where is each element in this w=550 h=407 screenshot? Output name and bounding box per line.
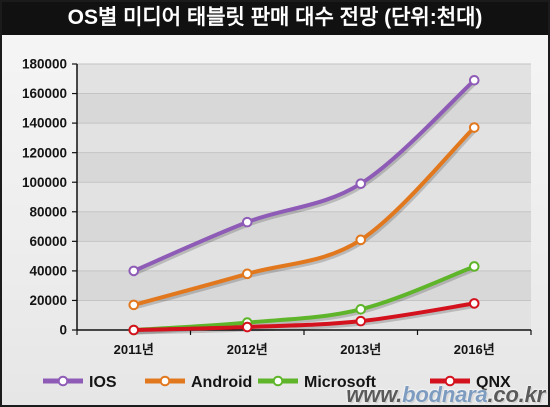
series-line xyxy=(131,301,477,332)
series-line-shadow xyxy=(132,127,478,310)
data-point-microsoft-2 xyxy=(355,304,367,315)
series-android xyxy=(128,122,480,311)
y-tick-label: 80000 xyxy=(29,204,67,219)
plot-band xyxy=(77,211,531,242)
site-watermark: www.bodnara.co.kr xyxy=(346,384,545,406)
y-tick-label: 40000 xyxy=(29,263,67,278)
legend-marker xyxy=(57,375,69,387)
data-point-qnx-0 xyxy=(128,324,140,336)
data-point-microsoft-3 xyxy=(468,261,480,272)
series-line xyxy=(131,125,477,307)
data-point-qnx-2 xyxy=(355,315,367,327)
watermark-suffix: .co.kr xyxy=(487,382,546,407)
data-point-ios-2 xyxy=(355,178,367,189)
data-point-qnx-1 xyxy=(241,321,253,333)
legend-label: QNX xyxy=(476,374,511,391)
plot-band xyxy=(77,64,531,94)
x-tick-label: 2016년 xyxy=(454,342,495,357)
data-point-android-0 xyxy=(128,299,140,311)
x-tick-label: 2012년 xyxy=(227,342,268,357)
data-point-android-2 xyxy=(355,234,367,246)
watermark-prefix: www. xyxy=(346,382,403,407)
data-point-android-1 xyxy=(241,268,253,280)
watermark-name: bodnara xyxy=(402,382,488,407)
legend-label: Android xyxy=(191,374,252,391)
legend-marker xyxy=(444,375,456,387)
data-point-qnx-3 xyxy=(468,298,480,309)
x-tick-label: 2013년 xyxy=(340,342,381,357)
series-ios xyxy=(128,74,480,277)
y-tick-label: 100000 xyxy=(22,175,67,190)
legend-label: Microsoft xyxy=(304,374,377,391)
y-tick-label: 120000 xyxy=(22,145,67,160)
x-tick-label: 2011년 xyxy=(114,342,154,357)
y-tick-label: 140000 xyxy=(22,116,67,131)
chart-title: OS별 미디어 태블릿 판매 대수 전망 (단위:천대) xyxy=(67,5,483,29)
data-point-ios-0 xyxy=(128,265,140,277)
series-qnx xyxy=(128,298,480,336)
y-tick-label: 60000 xyxy=(29,234,67,249)
legend: IOS Android Microsoft QNX xyxy=(43,374,511,391)
y-tick-label: 20000 xyxy=(29,293,67,308)
y-tick-label: 0 xyxy=(59,323,67,338)
legend-item-android: Android xyxy=(145,374,252,391)
plot-band xyxy=(77,241,531,271)
data-point-ios-3 xyxy=(468,74,480,86)
series-line xyxy=(131,78,477,273)
data-point-android-3 xyxy=(468,122,480,133)
y-axis: 0 20000 40000 60000 80000 100000 120000 140000 1… xyxy=(22,57,78,338)
legend-label: IOS xyxy=(89,374,117,391)
chart-title-bar: OS별 미디어 태블릿 판매 대수 전망 (단위:천대) xyxy=(0,0,550,35)
legend-marker xyxy=(272,375,284,387)
series-line-shadow xyxy=(132,79,478,276)
data-point-ios-1 xyxy=(241,216,253,228)
legend-marker xyxy=(159,375,171,387)
series-lines xyxy=(128,74,480,336)
plot-band xyxy=(77,152,531,183)
legend-item-ios: IOS xyxy=(43,374,117,391)
plot-area xyxy=(77,64,531,330)
series-line-shadow xyxy=(132,302,478,335)
legend-item-qnx: QNX xyxy=(430,374,511,391)
y-tick-label: 180000 xyxy=(22,57,67,72)
plot-band xyxy=(77,93,531,124)
y-tick-label: 160000 xyxy=(22,86,67,101)
legend-item-microsoft: Microsoft xyxy=(258,374,377,391)
